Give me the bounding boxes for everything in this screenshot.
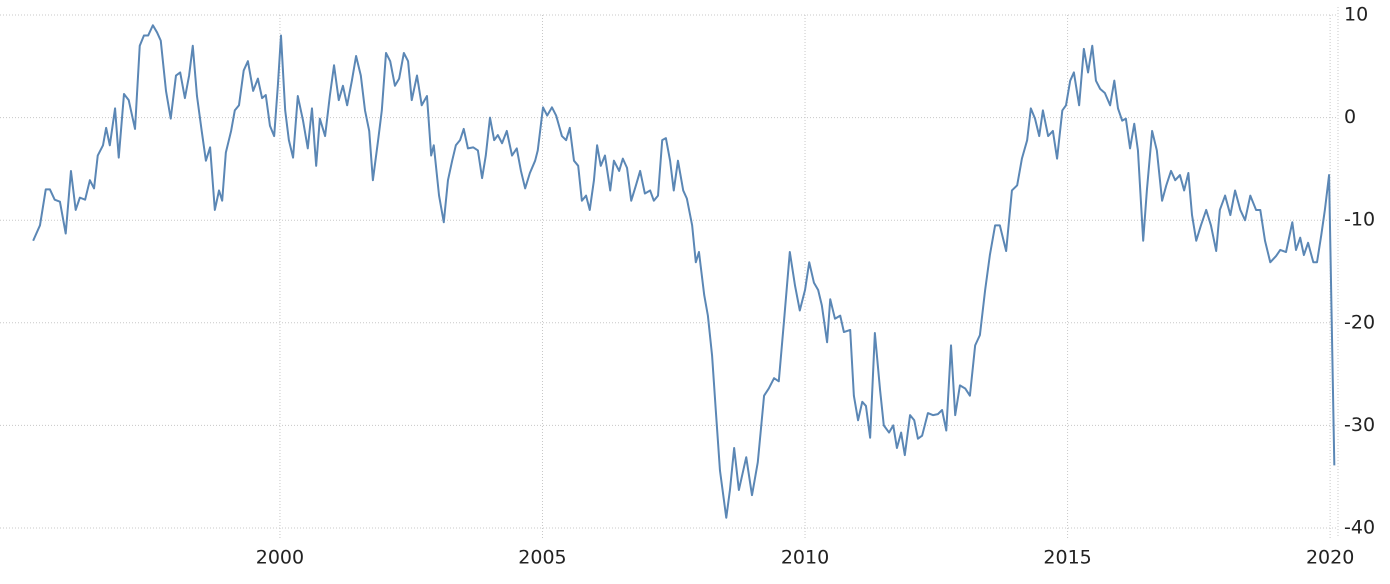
y-tick-label: -10 xyxy=(1344,209,1375,231)
x-tick-label: 2005 xyxy=(518,547,566,569)
x-tick-label: 2000 xyxy=(256,547,304,569)
x-tick-label: 2015 xyxy=(1043,547,1091,569)
y-tick-label: -20 xyxy=(1344,311,1375,333)
x-tick-label: 2010 xyxy=(781,547,829,569)
y-tick-label: -40 xyxy=(1344,517,1375,539)
data-line xyxy=(32,24,1336,519)
y-tick-label: -30 xyxy=(1344,414,1375,436)
y-tick-label: 0 xyxy=(1344,106,1356,128)
y-tick-label: 10 xyxy=(1344,4,1368,26)
x-tick-label: 2020 xyxy=(1306,547,1354,569)
